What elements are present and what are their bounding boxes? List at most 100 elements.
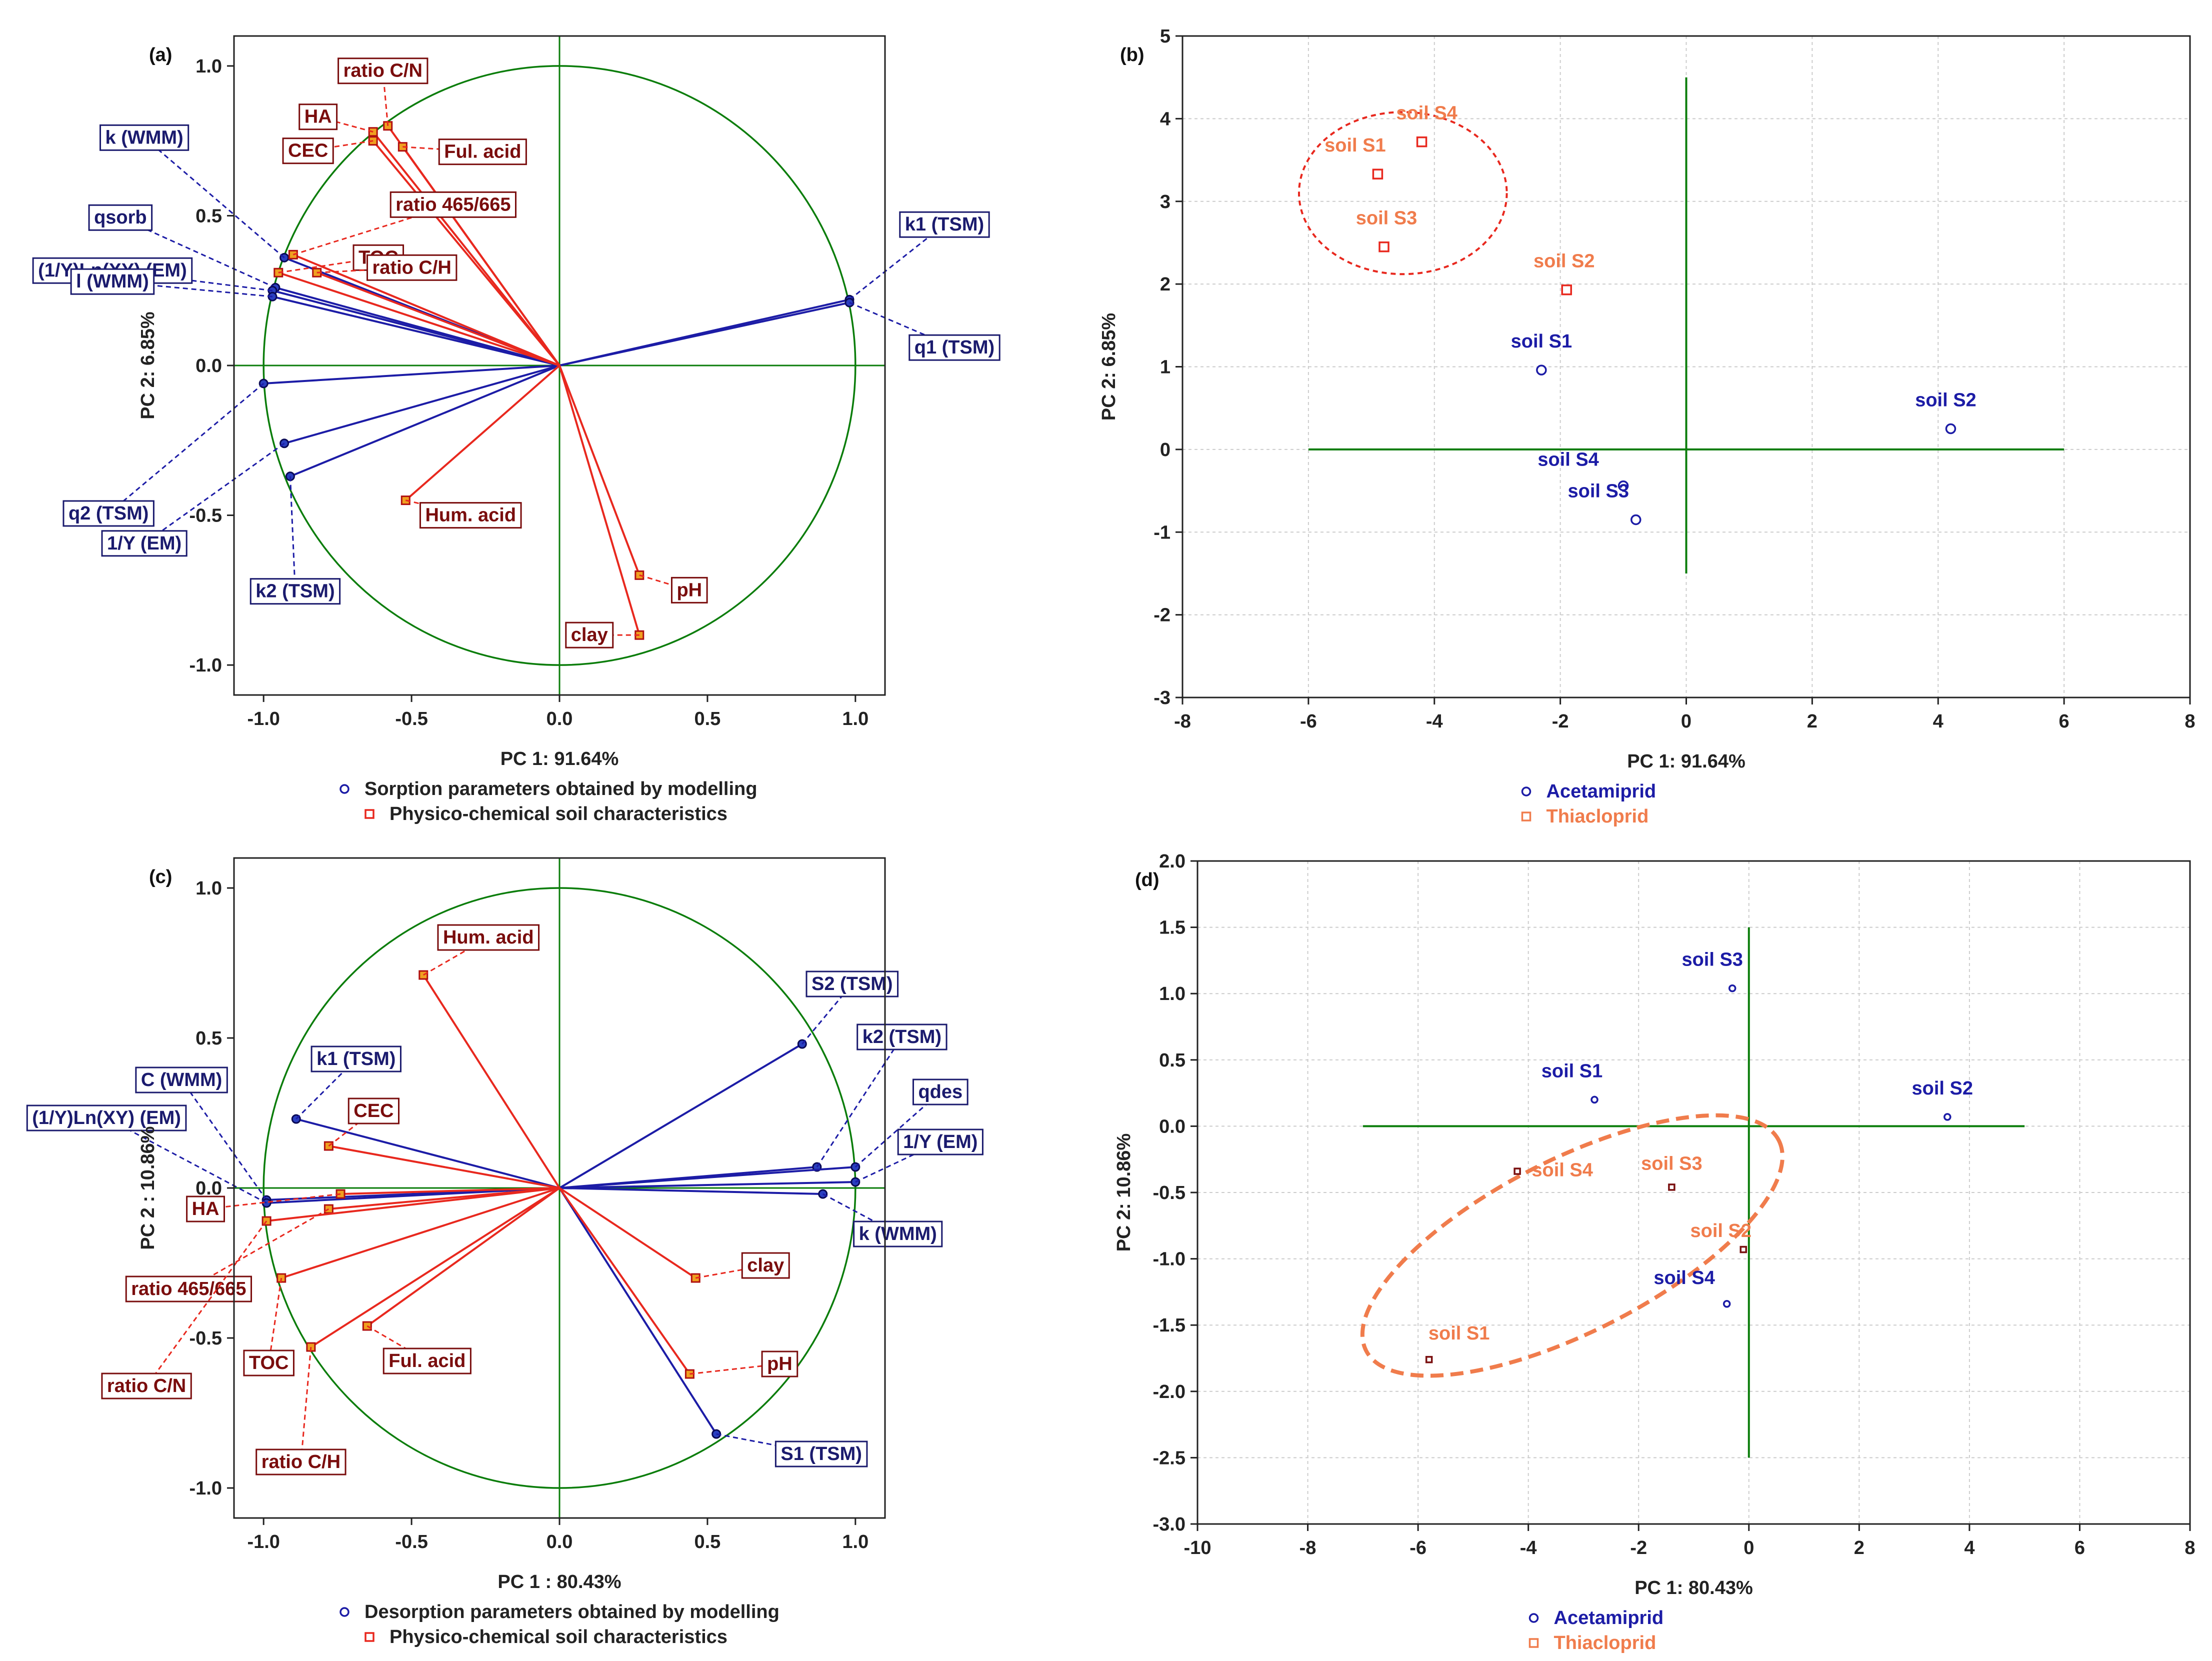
label-c-1-7: Ful. acid	[382, 1348, 472, 1374]
label-box-a-1-2	[282, 138, 334, 164]
panel-c-ytick-3: 0.5	[196, 1028, 222, 1049]
panel-a-legend-label-0: Sorption parameters obtained by modellin…	[364, 778, 757, 800]
loading-vector-a-1-9	[558, 365, 640, 636]
label-box-a-1-7	[419, 502, 522, 529]
label-c-0-5: S1 (TSM)	[774, 1440, 868, 1468]
panel-b-xtick-0: -8	[1174, 711, 1191, 732]
loading-vector-c-1-7	[366, 1187, 560, 1327]
label-a-1-8: pH	[670, 576, 708, 604]
label-text-c-0-1: k2 (TSM)	[862, 1026, 942, 1048]
score-point-d-0-3	[1722, 1300, 1731, 1308]
panel-d-xtick-7: 4	[1964, 1538, 1974, 1558]
panel-d-legend-marker-0	[1528, 1613, 1539, 1623]
label-c-1-8: clay	[741, 1252, 790, 1279]
label-a-1-4: ratio 465/665	[390, 191, 516, 218]
loading-vector-c-1-6	[310, 1187, 560, 1348]
panel-c-ytick-4: 1.0	[196, 878, 222, 899]
label-text-c-0-3: 1/Y (EM)	[903, 1132, 978, 1152]
panel-a-legend: Sorption parameters obtained by modellin…	[340, 778, 757, 824]
score-point-d-0-2	[1944, 1113, 1952, 1121]
leader-a-1-1	[318, 116, 374, 133]
label-c-1-4: ratio C/N	[101, 1372, 192, 1400]
panel-d-xtick-1: -8	[1300, 1538, 1316, 1558]
score-point-d-1-2	[1740, 1246, 1747, 1254]
panel-a-ytick-1: -0.5	[190, 506, 222, 526]
label-text-c-1-8: clay	[747, 1255, 784, 1276]
leader-c-0-0	[802, 984, 853, 1044]
loading-vector-c-1-0	[422, 974, 560, 1189]
label-c-0-3: 1/Y (EM)	[897, 1128, 984, 1156]
panel-b-ytick-6: 3	[1160, 192, 1170, 212]
score-point-d-0-1	[1590, 1096, 1598, 1104]
loading-vector-a-1-6	[316, 272, 560, 366]
label-text-a-0-0: k (WMM)	[106, 127, 184, 148]
panel-c-ytick-1: -0.5	[190, 1328, 222, 1349]
panel-a-xtick-0: -1.0	[247, 708, 280, 730]
label-box-c-1-4	[101, 1372, 192, 1400]
leader-c-1-6	[300, 1346, 312, 1462]
label-text-a-0-6: q2 (TSM)	[68, 503, 148, 524]
label-a-1-9: clay	[565, 622, 614, 648]
loading-vector-c-0-0	[558, 1043, 803, 1189]
panel-b-xtick-1: -6	[1300, 711, 1317, 732]
panel-b-legend: Acetamiprid Thiacloprid	[1521, 781, 1656, 827]
loading-vector-a-1-5	[278, 272, 560, 366]
label-text-c-1-4: ratio C/N	[107, 1376, 186, 1396]
panel-a-xtick-4: 1.0	[842, 708, 868, 730]
loading-vector-c-0-3	[559, 1181, 856, 1189]
label-text-c-0-5: S1 (TSM)	[780, 1444, 862, 1464]
panel-a-xtick-3: 0.5	[694, 708, 720, 730]
score-label-d-1-3: soil S1	[1428, 1323, 1490, 1344]
label-text-a-0-4: k1 (TSM)	[905, 214, 984, 235]
label-a-1-0: ratio C/N	[338, 58, 428, 84]
leader-c-1-5	[268, 1278, 282, 1364]
label-box-c-0-1	[856, 1024, 948, 1050]
score-point-d-0-0	[1728, 984, 1736, 992]
label-box-c-0-4	[853, 1220, 943, 1248]
leader-c-0-7	[180, 1080, 268, 1200]
panel-b-legend-label-1: Thiacloprid	[1546, 806, 1649, 827]
panel-c-legend-marker-0	[340, 1607, 350, 1617]
panel-b-legend-marker-0	[1521, 786, 1532, 796]
leader-c-1-2	[205, 1193, 341, 1210]
panel-d-xtick-3: -4	[1520, 1538, 1537, 1558]
label-text-c-0-0: S2 (TSM)	[812, 974, 893, 994]
panel-c-legend-marker-1	[364, 1632, 374, 1642]
panel-c-xtick-4: 1.0	[842, 1532, 868, 1552]
label-box-a-1-8	[670, 576, 708, 604]
label-text-c-0-8: (1/Y)Ln(XY) (EM)	[32, 1108, 181, 1128]
label-text-c-0-6: k1 (TSM)	[316, 1048, 396, 1070]
label-c-1-1: CEC	[348, 1098, 400, 1124]
score-label-d-0-2: soil S2	[1912, 1078, 1974, 1099]
label-text-c-0-2: qdes	[918, 1082, 962, 1102]
label-box-a-1-9	[565, 622, 614, 648]
panel-b-xtick-8: 8	[2184, 711, 2195, 732]
panel-d-ytick-4: -1.0	[1153, 1249, 1186, 1270]
label-text-c-0-4: k (WMM)	[859, 1224, 937, 1244]
panel-d-ytick-2: -2.0	[1153, 1382, 1186, 1402]
label-c-1-0: Hum. acid	[437, 924, 540, 951]
label-box-a-0-6	[62, 500, 154, 527]
leader-a-0-4	[849, 224, 945, 300]
label-c-1-6: ratio C/H	[256, 1448, 346, 1476]
panel-d-legend-label-1: Thiacloprid	[1554, 1632, 1656, 1654]
label-box-a-0-7	[101, 530, 188, 557]
panel-a-ytick-2: 0.0	[196, 356, 222, 376]
label-text-c-1-3: ratio 465/665	[131, 1278, 246, 1300]
loading-vector-a-1-3	[402, 146, 560, 366]
label-box-c-0-3	[897, 1128, 984, 1156]
panel-d-xtick-4: -2	[1630, 1538, 1647, 1558]
label-c-0-4: k (WMM)	[853, 1220, 943, 1248]
score-point-d-1-0	[1514, 1168, 1521, 1175]
score-point-b-0-0	[1536, 364, 1547, 376]
panel-b-xtick-4: 0	[1681, 711, 1692, 732]
panel-c-legend-label-1: Physico-chemical soil characteristics	[390, 1626, 728, 1648]
panel-a-label: (a)	[149, 44, 172, 66]
leader-c-1-9	[690, 1363, 780, 1375]
loading-vector-a-1-8	[558, 365, 640, 576]
label-box-a-0-8	[250, 578, 341, 605]
label-text-a-1-2: CEC	[288, 140, 328, 162]
label-c-0-1: k2 (TSM)	[856, 1024, 948, 1050]
label-text-a-0-5: q1 (TSM)	[914, 337, 994, 358]
panel-b-ytick-0: -3	[1154, 688, 1170, 708]
